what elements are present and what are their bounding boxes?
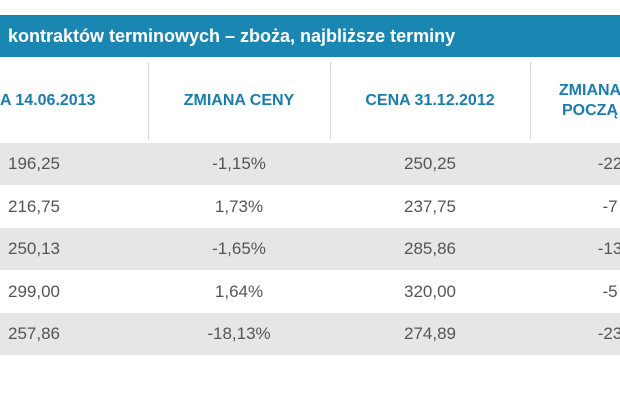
table-cell: 216,75: [8, 196, 60, 216]
column-separator: [530, 62, 531, 140]
table-row: 196,25 -1,15% 250,25 -22: [0, 143, 620, 185]
header-line: ZMIANA CENY: [183, 92, 295, 109]
table-row: 257,86 -18,13% 274,89 -23: [0, 313, 620, 355]
header-line: ZMIANA: [558, 82, 620, 99]
column-header: A 14.06.2013: [0, 60, 120, 142]
table-cell: 250,13: [8, 239, 60, 258]
column-separator: [148, 62, 149, 140]
table-cell: 196,25: [8, 154, 60, 173]
table-cell: -22: [597, 154, 620, 173]
title-bar: [0, 15, 620, 57]
table-cell: 257,86: [8, 324, 60, 343]
column-header: CENA 31.12.2012: [330, 60, 530, 142]
table-cell: -7: [602, 196, 618, 216]
table-cell: -18,13%: [207, 324, 271, 343]
table-row: 216,75 1,73% 237,75 -7: [0, 185, 620, 228]
table-row: 299,00 1,64% 320,00 -5: [0, 270, 620, 313]
table-cell: 274,89: [404, 324, 456, 343]
table-cell: 285,86: [404, 239, 456, 258]
header-line: A 14.06.2013: [0, 92, 96, 109]
table-cell: 250,25: [404, 154, 456, 173]
table-cell: -23: [597, 324, 620, 343]
table-cell: -1,15%: [212, 154, 266, 173]
column-separator: [330, 62, 331, 140]
table-cell: 1,73%: [214, 196, 264, 216]
header-line: CENA 31.12.2012: [365, 92, 495, 109]
title: kontraktów terminowych – zboża, najbliżs…: [8, 26, 456, 46]
table-cell: -5: [602, 281, 618, 301]
table-row: 250,13 -1,65% 285,86 -13: [0, 228, 620, 270]
table-cell: -13: [597, 239, 620, 258]
column-header: ZMIANA POCZĄ: [540, 60, 620, 142]
table-cell: 320,00: [404, 281, 456, 301]
header-line: POCZĄ: [562, 102, 618, 119]
table-cell: 237,75: [404, 196, 456, 216]
table-cell: 299,00: [8, 281, 60, 301]
table-cell: -1,65%: [212, 239, 266, 258]
column-header: ZMIANA CENY: [148, 60, 330, 142]
table-cell: 1,64%: [214, 281, 264, 301]
